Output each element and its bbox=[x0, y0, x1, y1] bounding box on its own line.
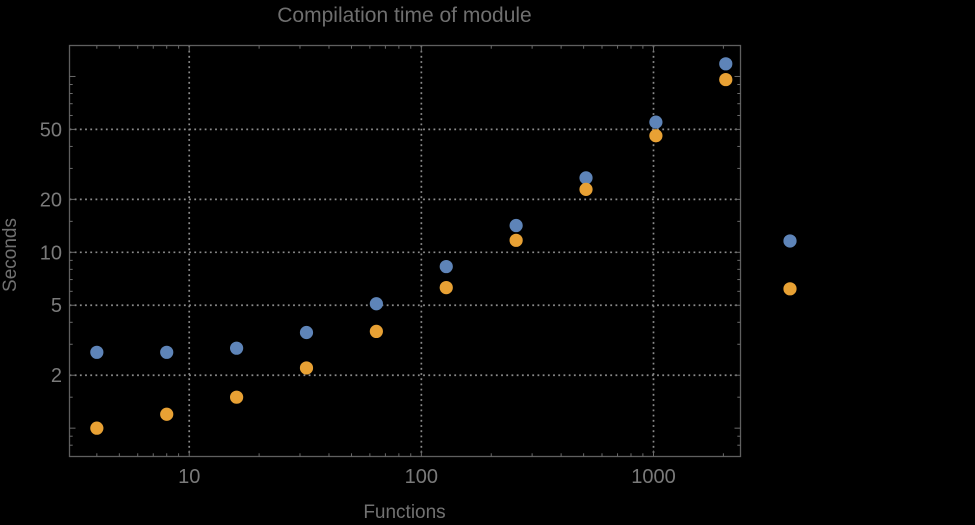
data-point-blue-x8 bbox=[160, 345, 174, 359]
y-tick-label-2: 2 bbox=[51, 365, 62, 387]
data-point-orange-x128 bbox=[439, 280, 453, 295]
y-tick-label-50: 50 bbox=[40, 119, 62, 141]
data-point-blue-x2048 bbox=[719, 57, 733, 71]
x-tick-label-1000: 1000 bbox=[631, 466, 676, 488]
data-point-orange-x64 bbox=[369, 324, 383, 339]
data-point-orange-x256 bbox=[509, 233, 523, 247]
data-point-blue-x1024 bbox=[649, 115, 663, 129]
data-point-orange-x2048 bbox=[719, 72, 733, 87]
data-point-orange-x8 bbox=[160, 407, 174, 421]
chart-title: Compilation time of module bbox=[277, 4, 532, 27]
data-point-orange-x512 bbox=[579, 182, 593, 196]
data-point-blue-x128 bbox=[439, 259, 453, 274]
data-point-blue-x64 bbox=[369, 297, 383, 311]
data-point-blue-x256 bbox=[509, 218, 523, 233]
data-point-blue-x512 bbox=[579, 171, 593, 185]
x-tick-label-10: 10 bbox=[178, 466, 200, 488]
data-point-blue-x4 bbox=[90, 345, 104, 359]
legend-marker-orange bbox=[783, 282, 797, 296]
data-point-blue-x32 bbox=[299, 325, 314, 340]
data-point-orange-x16 bbox=[230, 390, 244, 404]
data-point-orange-x4 bbox=[90, 421, 104, 435]
data-point-orange-x1024 bbox=[649, 129, 663, 143]
x-tick-label-100: 100 bbox=[405, 466, 438, 488]
data-point-blue-x16 bbox=[230, 341, 244, 355]
x-axis-label: Functions bbox=[363, 502, 446, 523]
y-tick-label-20: 20 bbox=[40, 189, 62, 211]
plot-frame bbox=[68, 44, 742, 458]
data-point-orange-x32 bbox=[299, 361, 314, 375]
legend-marker-blue bbox=[783, 234, 797, 248]
y-tick-label-5: 5 bbox=[51, 295, 62, 317]
y-tick-label-10: 10 bbox=[40, 242, 62, 264]
